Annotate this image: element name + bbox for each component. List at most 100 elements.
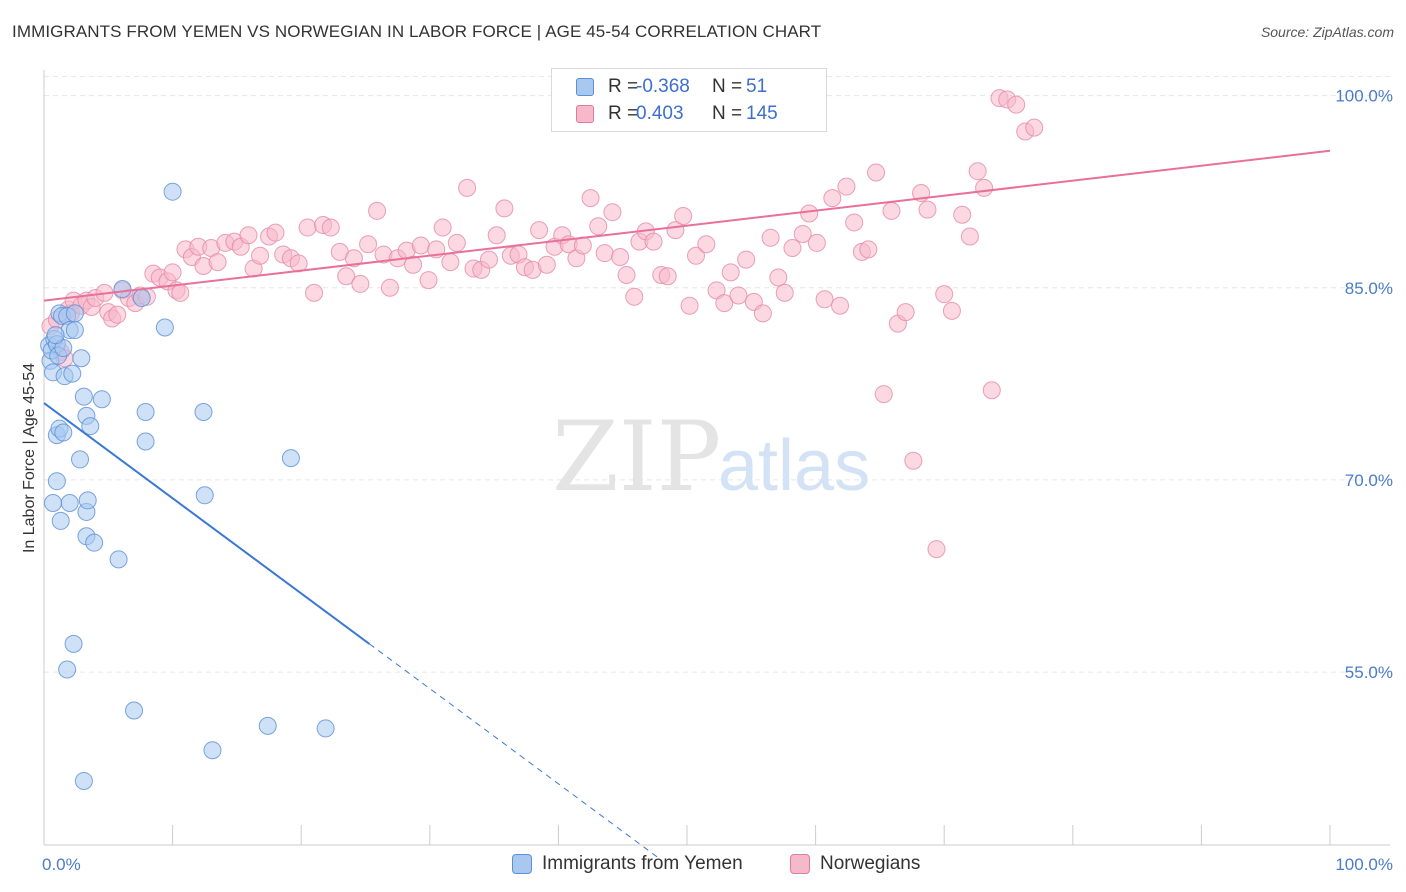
yemen-point [64,634,83,653]
norwegians-point [867,163,886,182]
legend-row-norwegians: R = 0.403 N = 145 [576,102,778,126]
norwegians-point [896,303,915,322]
yemen-point [65,304,84,323]
yemen-points [40,182,335,790]
yemen-point [92,390,111,409]
norwegians-point [305,283,324,302]
norwegians-point [1007,95,1026,114]
norwegians-point [882,201,901,220]
yemen-point [136,403,155,422]
norwegians-point [458,178,477,197]
norwegians-point [975,178,994,197]
norwegians-point [769,268,788,287]
norwegians-point [845,213,864,232]
y-axis-label: In Labor Force | Age 45-54 [21,363,38,553]
y-tick-label: 70.0% [1345,471,1393,490]
norwegians-point [935,285,954,304]
norwegians-point [800,204,819,223]
yemen-point [63,364,82,383]
norwegians-point [687,246,706,265]
yemen-point [155,318,174,337]
norwegians-point [411,236,430,255]
norwegians-point [815,290,834,309]
x-tick-label-min: 0.0% [42,855,81,874]
norwegians-point [859,240,878,259]
norwegians-point [289,254,308,273]
yemen-point [58,660,77,679]
yemen-point [85,533,104,552]
yemen-point [78,491,97,510]
bottom-legend-label-norwegians: Norwegians [820,853,921,874]
axis-labels: 55.0% 70.0% 85.0% 100.0% 0.0% 100.0% In Labor … [21,87,1393,874]
norwegians-point [337,267,356,286]
norwegians-point [807,233,826,252]
yemen-point [74,387,93,406]
norwegians-point [1025,118,1044,137]
legend-n-value: 51 [746,76,768,97]
watermark: ZIP atlas [552,401,870,513]
norwegians-point [793,224,812,243]
yemen-point [136,432,155,451]
legend-n-label: N = [712,103,743,124]
norwegians-point [380,278,399,297]
legend-r-label: R = [608,76,639,97]
norwegians-point [487,226,506,245]
norwegians-point [573,236,592,255]
norwegians-points [41,89,1044,559]
norwegians-point [715,294,734,313]
norwegians-point [530,221,549,240]
yemen-point [125,701,144,720]
legend-n-value: 145 [746,103,778,124]
norwegians-point [874,385,893,404]
norwegians-point [404,255,423,274]
norwegians-point [208,253,227,272]
norwegians-point [239,226,258,245]
yemen-point [65,321,84,340]
norwegians-point [918,200,937,219]
bottom-legend-yemen: Immigrants from Yemen [512,852,743,876]
norwegians-point [351,274,370,293]
norwegians-point [163,263,182,282]
norwegians-point [982,381,1001,400]
norwegians-point [960,227,979,246]
yemen-point [316,719,335,738]
norwegians-point [674,207,693,226]
bottom-legend-swatch-yemen [512,854,532,874]
legend-r-value: 0.403 [636,103,684,124]
norwegians-point [108,305,127,324]
legend-r-label: R = [608,103,639,124]
legend-row-yemen: R = -0.368 N = 51 [576,75,767,99]
norwegians-point [680,296,699,315]
trend-lines [43,149,1331,860]
yemen-point [46,326,65,345]
chart-title: IMMIGRANTS FROM YEMEN VS NORWEGIAN IN LA… [12,22,822,41]
bottom-legend-swatch-norwegians [790,854,810,874]
axes [43,70,1390,846]
norwegians-point [537,255,556,274]
norwegians-point [344,249,363,268]
x-tick-label-max: 100.0% [1335,855,1393,874]
norwegians-trend-line [43,149,1331,302]
yemen-point [51,511,70,530]
y-tick-label: 55.0% [1345,663,1393,682]
yemen-point [281,449,300,468]
yemen-point [109,550,128,569]
correlation-legend: R = -0.368 N = 51 R = 0.403 N = 145 [551,68,827,132]
norwegians-point [321,218,340,237]
norwegians-point [589,217,608,236]
norwegians-point [942,301,961,320]
norwegians-point [495,199,514,218]
norwegians-point [968,162,987,181]
norwegians-point [721,263,740,282]
norwegians-point [729,286,748,305]
y-tick-label: 100.0% [1335,87,1393,106]
norwegians-point [831,296,850,315]
yemen-point [132,289,151,308]
norwegians-point [368,201,387,220]
norwegians-point [953,205,972,224]
source-label: Source: ZipAtlas.com [1260,24,1394,40]
yemen-point [74,771,93,790]
norwegians-point [419,271,438,290]
norwegians-point [644,232,663,251]
